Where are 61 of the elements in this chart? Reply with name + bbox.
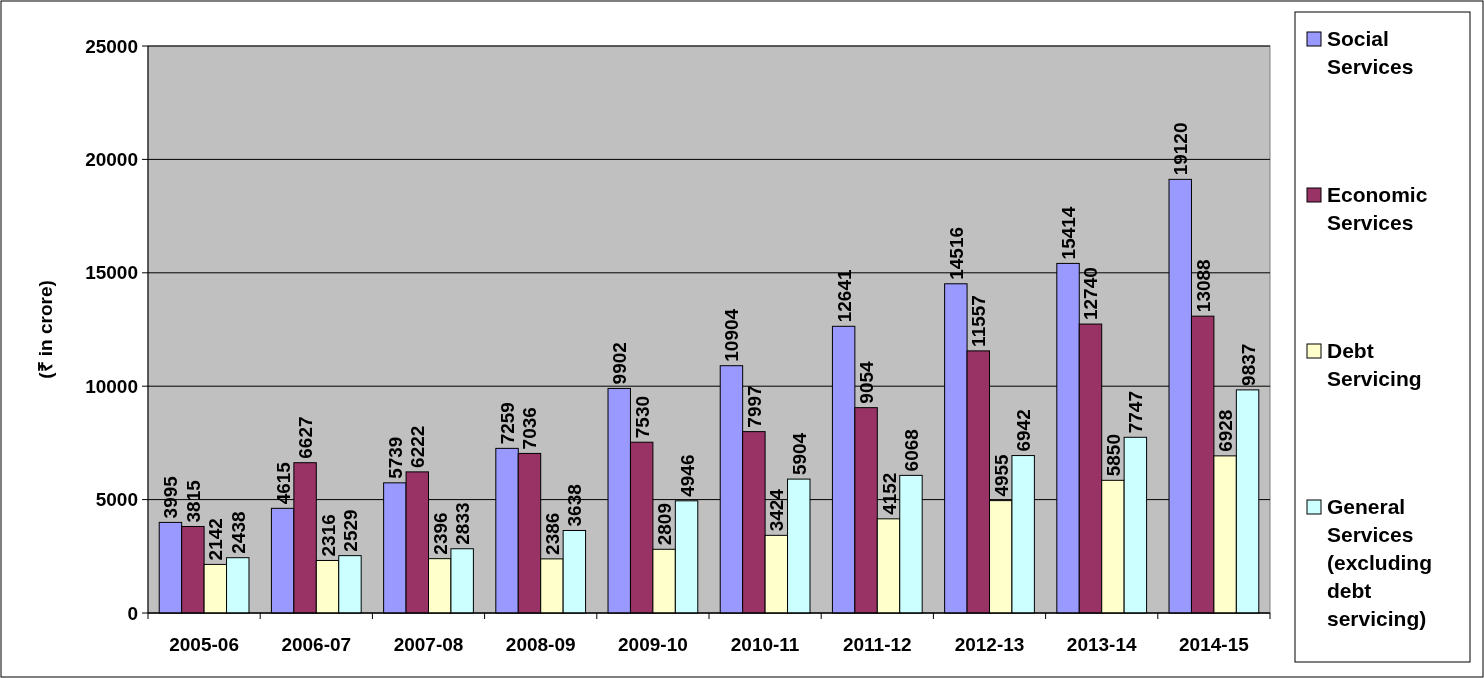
data-label: 3638	[564, 484, 586, 527]
y-axis-title: (₹ in crore)	[35, 280, 56, 379]
x-tick-label: 2007-08	[393, 634, 464, 655]
x-tick-label: 2014-15	[1179, 634, 1250, 655]
y-tick-label: 0	[127, 602, 138, 624]
data-label: 19120	[1170, 122, 1192, 176]
data-label: 5904	[788, 432, 810, 476]
data-label: 2142	[205, 518, 227, 561]
y-tick-label: 25000	[85, 35, 138, 57]
data-label: 10904	[721, 308, 743, 362]
data-label: 4955	[990, 453, 1012, 497]
data-label: 14516	[945, 226, 967, 280]
y-tick-label: 20000	[85, 149, 138, 171]
data-label: 7997	[743, 385, 765, 428]
data-label: 6068	[900, 429, 922, 472]
data-label: 7530	[631, 395, 653, 439]
data-label: 6928	[1215, 409, 1237, 452]
legend-label: Debt Servicing	[1327, 339, 1422, 390]
data-label: 3424	[766, 488, 788, 532]
x-tick-label: 2008-09	[505, 634, 576, 655]
data-label: 13088	[1192, 259, 1214, 313]
x-tick-label: 2009-10	[618, 634, 688, 655]
data-label: 7036	[519, 407, 541, 450]
x-tick-label: 2010-11	[730, 634, 800, 655]
data-label: 3815	[182, 479, 204, 523]
legend-label: Economic Services	[1327, 183, 1428, 234]
data-label: 4615	[272, 461, 294, 505]
y-tick-label: 10000	[85, 375, 138, 397]
legend-label: General Services (excluding debt servicing)	[1327, 495, 1433, 630]
legend-label: Social Services	[1327, 27, 1414, 78]
data-label: 2396	[429, 512, 451, 555]
data-label: 9902	[609, 342, 631, 385]
x-tick-label: 2013-14	[1066, 634, 1137, 655]
data-label: 6942	[1013, 409, 1035, 452]
data-label: 12740	[1080, 267, 1102, 321]
data-label: 2316	[317, 514, 339, 557]
data-label: 2833	[452, 502, 474, 545]
x-tick-label: 2005-06	[169, 634, 239, 655]
x-tick-label: 2006-07	[281, 634, 352, 655]
y-tick-label: 5000	[95, 489, 138, 511]
data-label: 2529	[339, 509, 361, 552]
data-label: 9837	[1237, 343, 1259, 386]
data-label: 2386	[541, 512, 563, 555]
data-label: 6627	[295, 416, 317, 459]
data-label: 5739	[384, 436, 406, 479]
data-label: 7747	[1125, 391, 1147, 434]
x-tick-label: 2012-13	[954, 634, 1025, 655]
data-label: 11557	[968, 295, 990, 347]
x-tick-label: 2011-12	[842, 634, 912, 655]
data-label: 4152	[878, 472, 900, 515]
data-label: 4946	[676, 454, 698, 497]
data-label: 7259	[497, 402, 519, 445]
data-label: 2438	[227, 511, 249, 554]
data-label: 5850	[1102, 434, 1124, 477]
y-tick-label: 15000	[85, 262, 138, 284]
data-label: 12641	[833, 269, 855, 323]
data-label: 15414	[1058, 206, 1080, 260]
data-label: 2809	[654, 503, 676, 546]
data-label: 6222	[407, 425, 429, 468]
data-label: 9054	[856, 360, 878, 404]
data-label: 3995	[160, 475, 182, 519]
